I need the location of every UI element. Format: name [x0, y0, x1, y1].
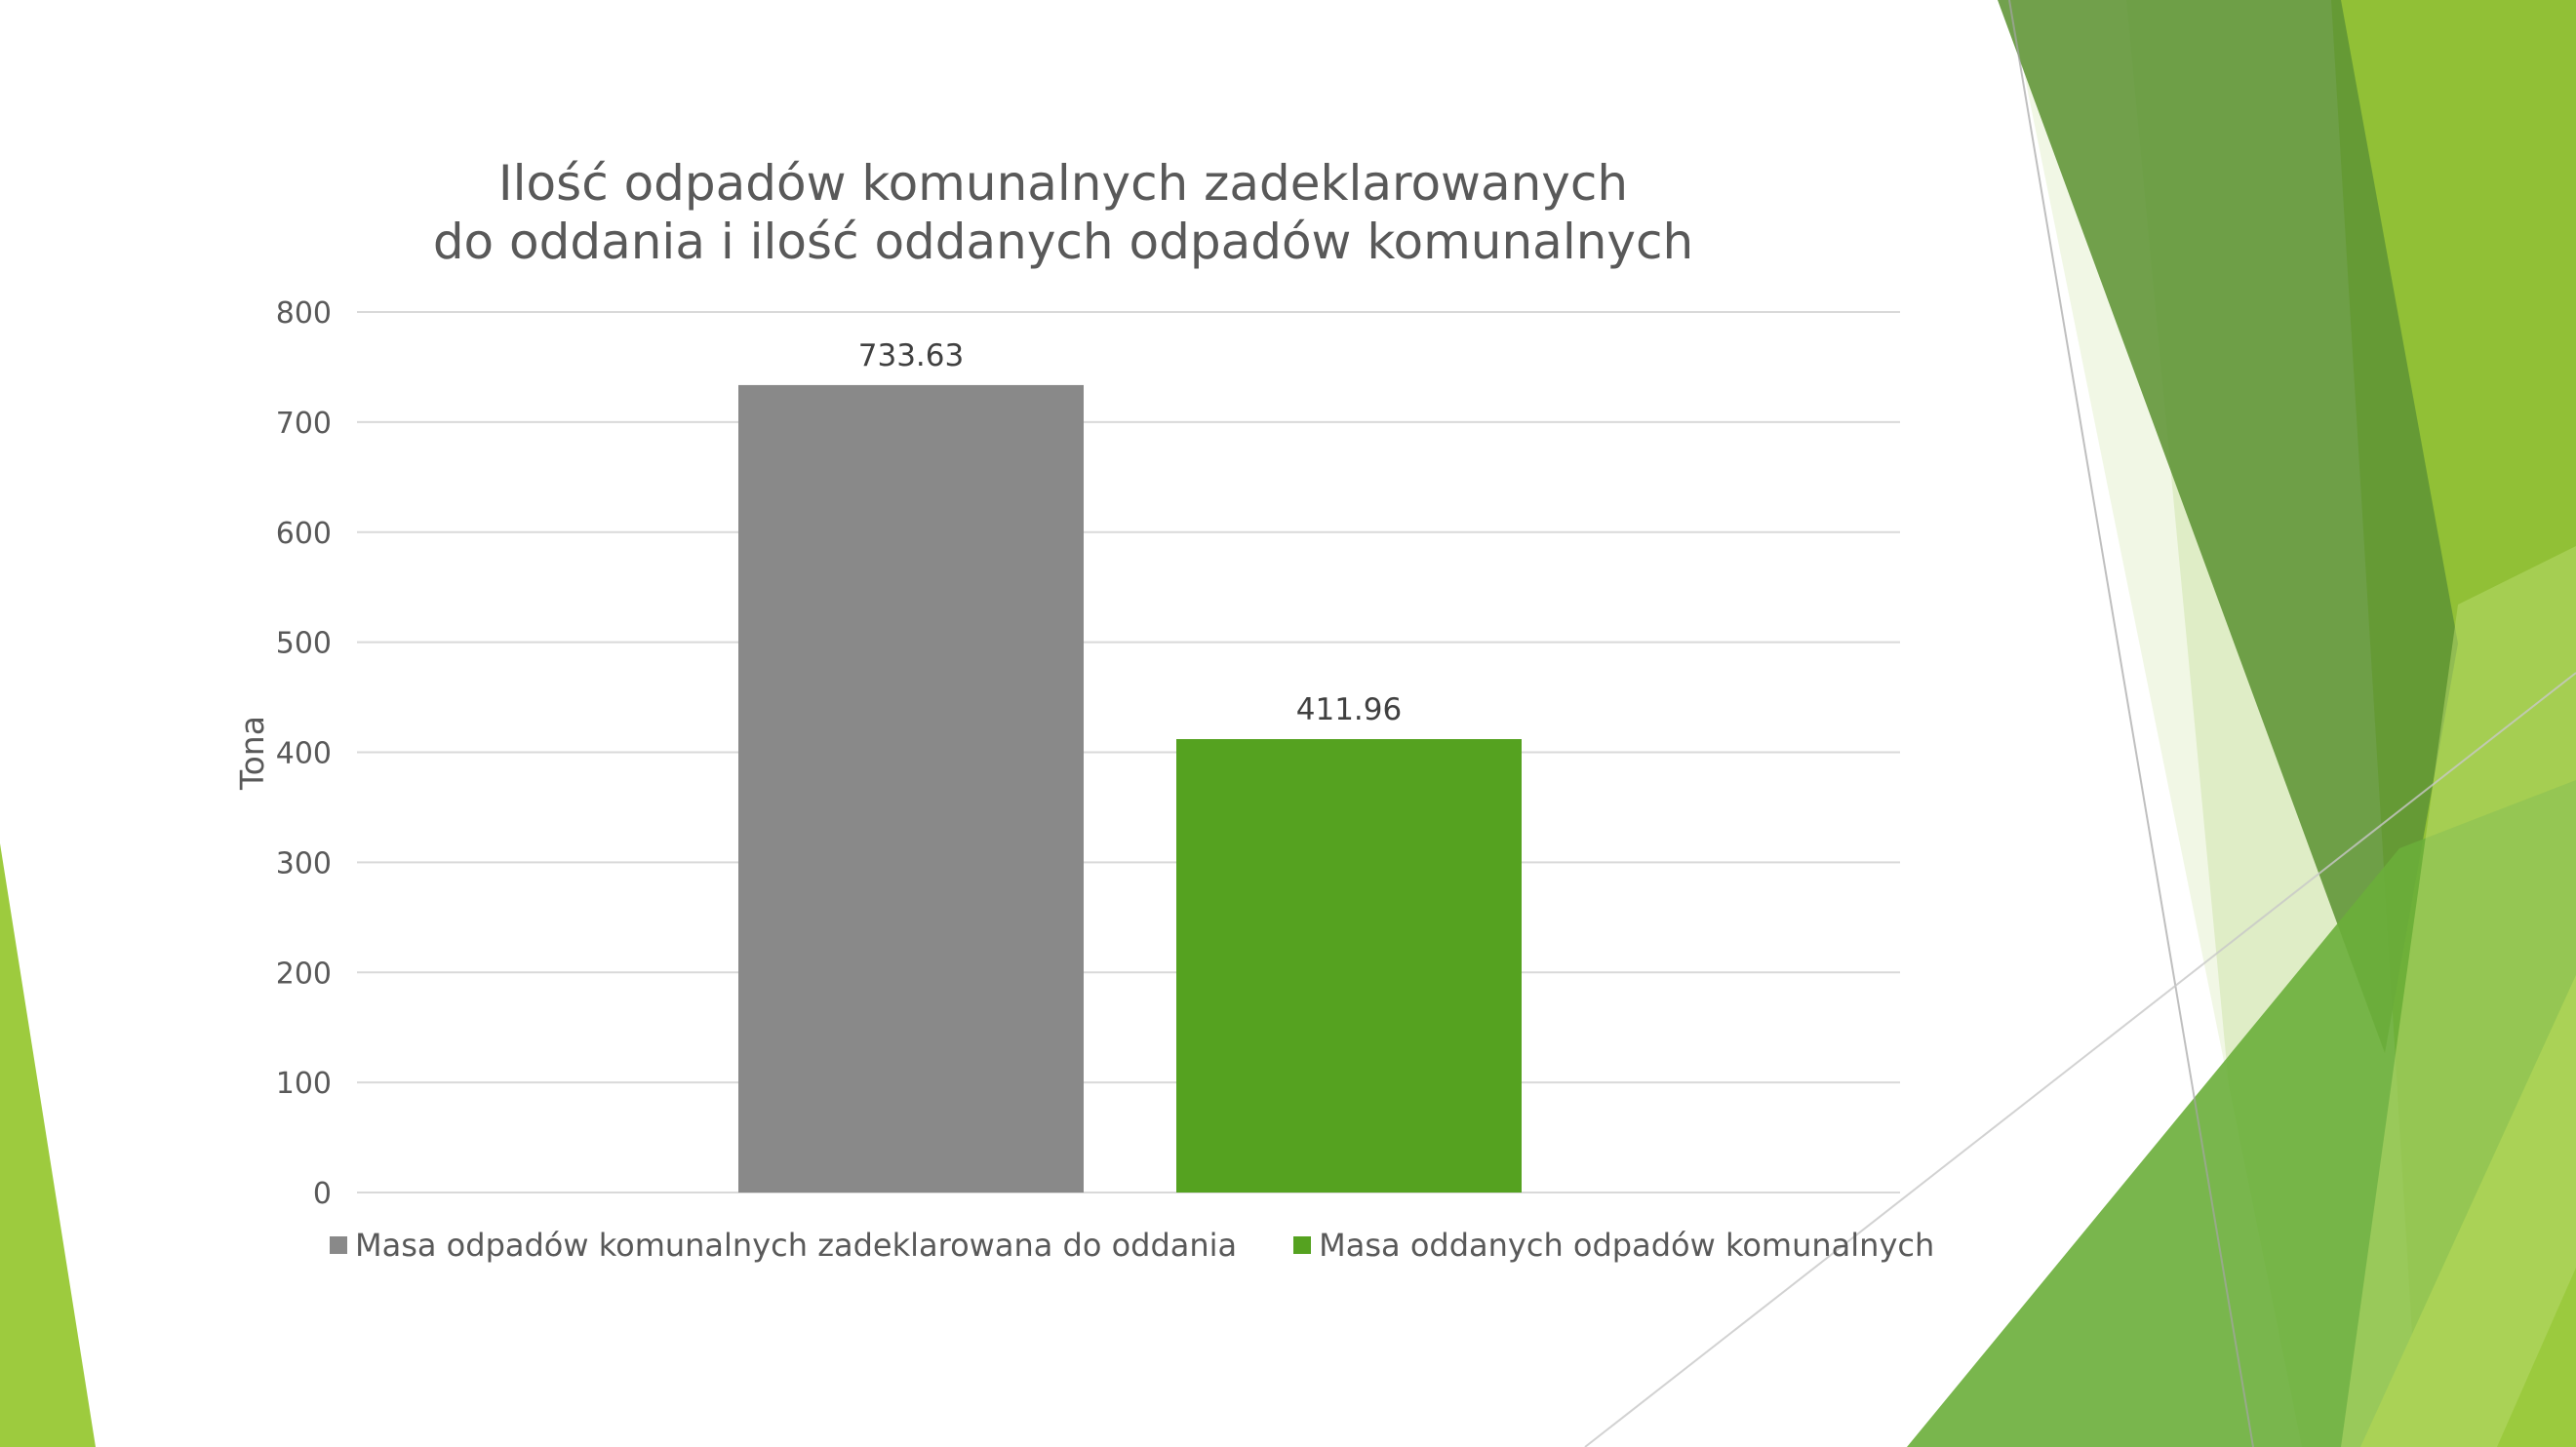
decor-white-wedge [2009, 0, 2263, 1447]
y-tick-label: 700 [276, 407, 332, 441]
y-tick-label: 200 [276, 957, 332, 991]
y-tick-label: 300 [276, 846, 332, 880]
legend-item-declared: Masa odpadów komunalnych zadeklarowana d… [330, 1227, 1237, 1264]
legend-swatch-declared [330, 1236, 347, 1254]
decor-thin-line-1 [2008, 0, 2254, 1447]
y-tick-label: 600 [276, 517, 332, 551]
decor-light-strip [2341, 546, 2576, 1447]
bars [738, 384, 1522, 1193]
data-labels: 733.63 411.96 [858, 338, 1402, 727]
y-axis-ticks: 0 100 200 300 400 500 600 700 800 [276, 296, 332, 1211]
legend-swatch-delivered [1293, 1236, 1312, 1254]
legend-item-delivered: Masa oddanych odpadów komunalnych [1293, 1227, 1934, 1264]
legend-label-delivered: Masa oddanych odpadów komunalnych [1319, 1227, 1935, 1264]
y-tick-label: 400 [276, 737, 332, 771]
y-axis-title: Tona [233, 716, 271, 791]
bar-declared [738, 384, 1084, 1193]
y-tick-label: 800 [276, 296, 332, 331]
bar-delivered-value-label: 411.96 [1296, 692, 1402, 727]
legend-label-declared: Masa odpadów komunalnych zadeklarowana d… [355, 1227, 1238, 1264]
chart-title-line-1: Ilość odpadów komunalnych zadeklarowanyc… [497, 155, 1629, 212]
y-tick-label: 0 [313, 1177, 332, 1211]
legend: Masa odpadów komunalnych zadeklarowana d… [330, 1227, 1991, 1264]
decor-thin-line-2 [1584, 672, 2576, 1447]
bar-declared-value-label: 733.63 [858, 338, 964, 373]
decor-dark-wedge [1998, 0, 2458, 1053]
gridlines [357, 311, 1900, 1193]
decor-left-sliver [0, 843, 96, 1447]
bar-delivered [1176, 739, 1522, 1193]
chart-title-line-2: do oddania i ilość oddanych odpadów komu… [432, 214, 1694, 270]
y-tick-label: 500 [276, 627, 332, 661]
chart-title: Ilość odpadów komunalnych zadeklarowanyc… [351, 154, 1775, 271]
y-tick-label: 100 [276, 1067, 332, 1101]
